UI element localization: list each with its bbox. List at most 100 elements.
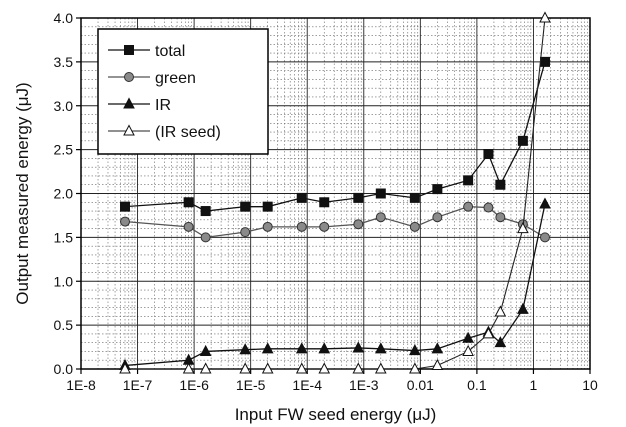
data-point (295, 362, 308, 374)
series-line (125, 17, 546, 370)
y-tick-label: 2.5 (54, 142, 74, 158)
data-point (463, 175, 474, 186)
data-point (431, 358, 444, 370)
x-tick-label: 1E-5 (236, 377, 266, 393)
series-line (124, 206, 546, 239)
series-2 (120, 201, 550, 243)
data-point (296, 192, 307, 203)
series-4 (119, 11, 551, 374)
data-point (318, 362, 331, 374)
data-point (353, 219, 364, 230)
data-point (495, 179, 506, 190)
x-tick-label: 1E-3 (349, 377, 379, 393)
data-point (462, 331, 474, 343)
data-point (352, 362, 365, 374)
data-point (199, 362, 212, 374)
x-tick-label: 1E-7 (123, 377, 153, 393)
data-point (517, 135, 528, 146)
y-tick-label: 2.0 (54, 186, 74, 202)
data-point (318, 342, 331, 354)
legend: total green IR (IR seed) (97, 28, 269, 155)
data-point (182, 362, 195, 374)
legend-label: green (155, 70, 196, 87)
data-point (432, 212, 443, 223)
x-tick-label: 10 (582, 377, 598, 393)
x-axis-title: Input FW seed energy (μJ) (235, 405, 437, 424)
data-point (240, 201, 251, 212)
data-point (494, 305, 507, 317)
y-tick-label: 4.0 (54, 10, 74, 26)
x-tick-label: 1 (530, 377, 538, 393)
data-point (120, 201, 131, 212)
y-tick-label: 3.0 (54, 98, 74, 114)
data-point (262, 201, 273, 212)
data-point (409, 362, 421, 374)
data-point (374, 362, 387, 374)
data-point (296, 221, 307, 232)
y-axis-title: Output measured energy (μJ) (13, 82, 32, 304)
data-point (183, 221, 194, 232)
y-tick-labels: 0.0 0.5 1.0 1.5 2.0 2.5 3.0 3.5 4.0 (54, 10, 74, 377)
data-point (239, 343, 252, 355)
data-point (539, 197, 551, 209)
data-point (432, 184, 443, 195)
data-point (261, 362, 274, 374)
legend-label: total (155, 43, 185, 60)
data-point (353, 192, 364, 203)
data-point (295, 342, 308, 354)
data-point (119, 362, 131, 374)
data-point (539, 11, 551, 23)
x-tick-label: 1E-4 (292, 377, 322, 393)
x-tick-label: 1E-8 (66, 377, 96, 393)
y-tick-label: 1.5 (54, 229, 74, 245)
y-tick-label: 0.5 (54, 317, 74, 333)
data-point (539, 56, 550, 67)
data-point (483, 149, 494, 160)
y-tick-label: 0.0 (54, 361, 74, 377)
data-point (495, 212, 506, 223)
legend-label: (IR seed) (155, 124, 221, 141)
data-point (261, 342, 274, 354)
series-line (124, 203, 546, 367)
data-point (494, 336, 507, 348)
data-point (199, 344, 212, 356)
data-point (431, 342, 444, 354)
data-point (462, 344, 474, 356)
data-point (352, 341, 365, 353)
data-point (239, 362, 252, 374)
legend-label: IR (155, 97, 171, 114)
data-point (200, 232, 211, 243)
data-point (120, 216, 131, 227)
x-tick-label: 0.1 (467, 377, 487, 393)
data-point (375, 212, 386, 223)
x-tick-label: 0.01 (407, 377, 434, 393)
data-point (409, 221, 420, 232)
data-point (517, 302, 529, 314)
data-point (482, 327, 495, 339)
data-point (319, 221, 330, 232)
data-point (539, 232, 550, 243)
data-point (262, 221, 273, 232)
data-point (374, 342, 387, 354)
x-tick-label: 1E-6 (179, 377, 209, 393)
data-point (200, 206, 211, 217)
legend-marker (124, 72, 134, 82)
data-point (319, 197, 330, 208)
legend-marker (124, 45, 134, 55)
legend-marker (123, 97, 135, 109)
series-line (124, 61, 546, 212)
data-point (409, 343, 421, 356)
data-point (517, 222, 529, 234)
series-1 (120, 56, 550, 217)
data-point (463, 201, 474, 212)
series-layer (119, 11, 551, 374)
data-point (183, 197, 194, 208)
legend-marker (123, 124, 135, 136)
data-point (240, 227, 251, 238)
y-tick-label: 1.0 (54, 273, 74, 289)
data-point (409, 192, 420, 203)
data-point (483, 202, 494, 213)
data-point (375, 188, 386, 199)
y-tick-label: 3.5 (54, 54, 74, 70)
